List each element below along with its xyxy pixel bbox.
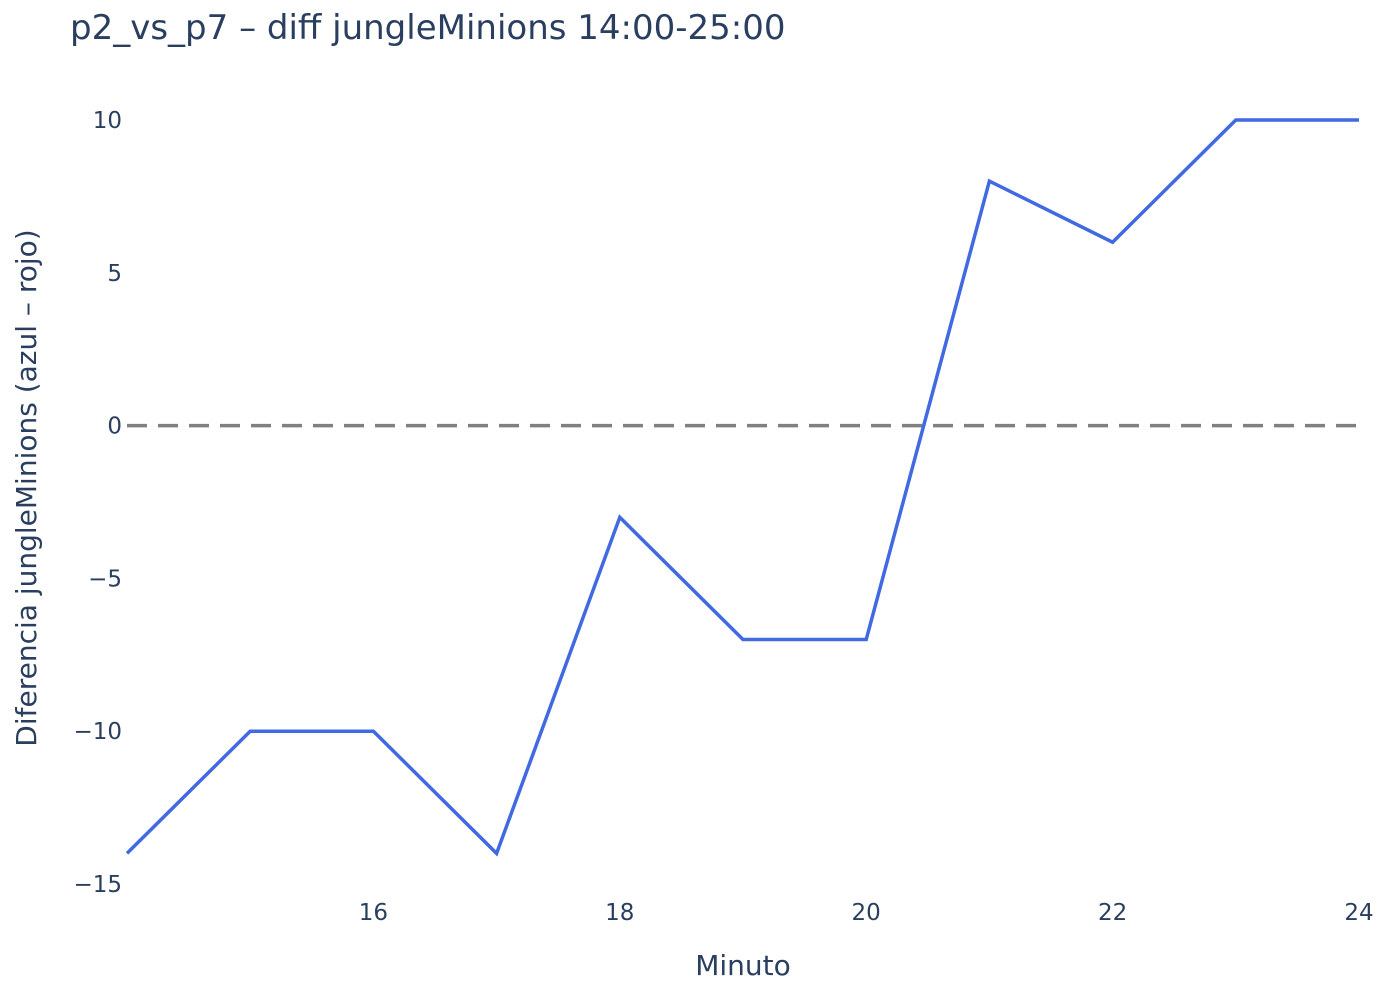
y-tick-label: 0 [107,414,122,440]
data-point [124,850,130,856]
x-tick-label: 22 [1098,900,1127,926]
plot-area [124,117,1362,857]
y-tick-label: −10 [73,719,122,745]
y-tick-label: 10 [93,108,122,134]
x-tick-label: 16 [359,900,388,926]
y-tick-label: −5 [88,566,122,592]
data-point [1110,239,1116,245]
data-point [247,728,253,734]
x-axis-title: Minuto [695,949,791,982]
x-tick-label: 20 [852,900,881,926]
x-axis-ticks: 16 18 20 22 24 [359,900,1374,926]
y-axis-ticks: 10 5 0 −5 −10 −15 [73,108,122,898]
data-point [617,514,623,520]
data-point [863,637,869,643]
x-tick-label: 18 [605,900,634,926]
series-line-0 [125,118,1359,857]
data-point [1233,117,1239,123]
chart-title: p2_vs_p7 – diff jungleMinions 14:00-25:0… [70,8,786,48]
data-point [370,728,376,734]
y-tick-label: 5 [107,261,122,287]
data-point [1356,117,1362,123]
data-point [494,850,500,856]
y-tick-label: −15 [73,872,122,898]
data-point [986,178,992,184]
x-tick-label: 24 [1344,900,1373,926]
data-point [740,637,746,643]
y-axis-title: Diferencia jungleMinions (azul – rojo) [10,229,43,746]
